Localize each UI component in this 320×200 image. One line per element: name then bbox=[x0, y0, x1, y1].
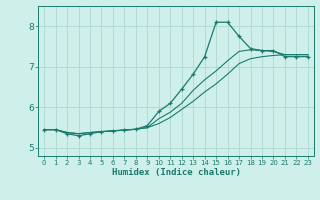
X-axis label: Humidex (Indice chaleur): Humidex (Indice chaleur) bbox=[111, 168, 241, 177]
